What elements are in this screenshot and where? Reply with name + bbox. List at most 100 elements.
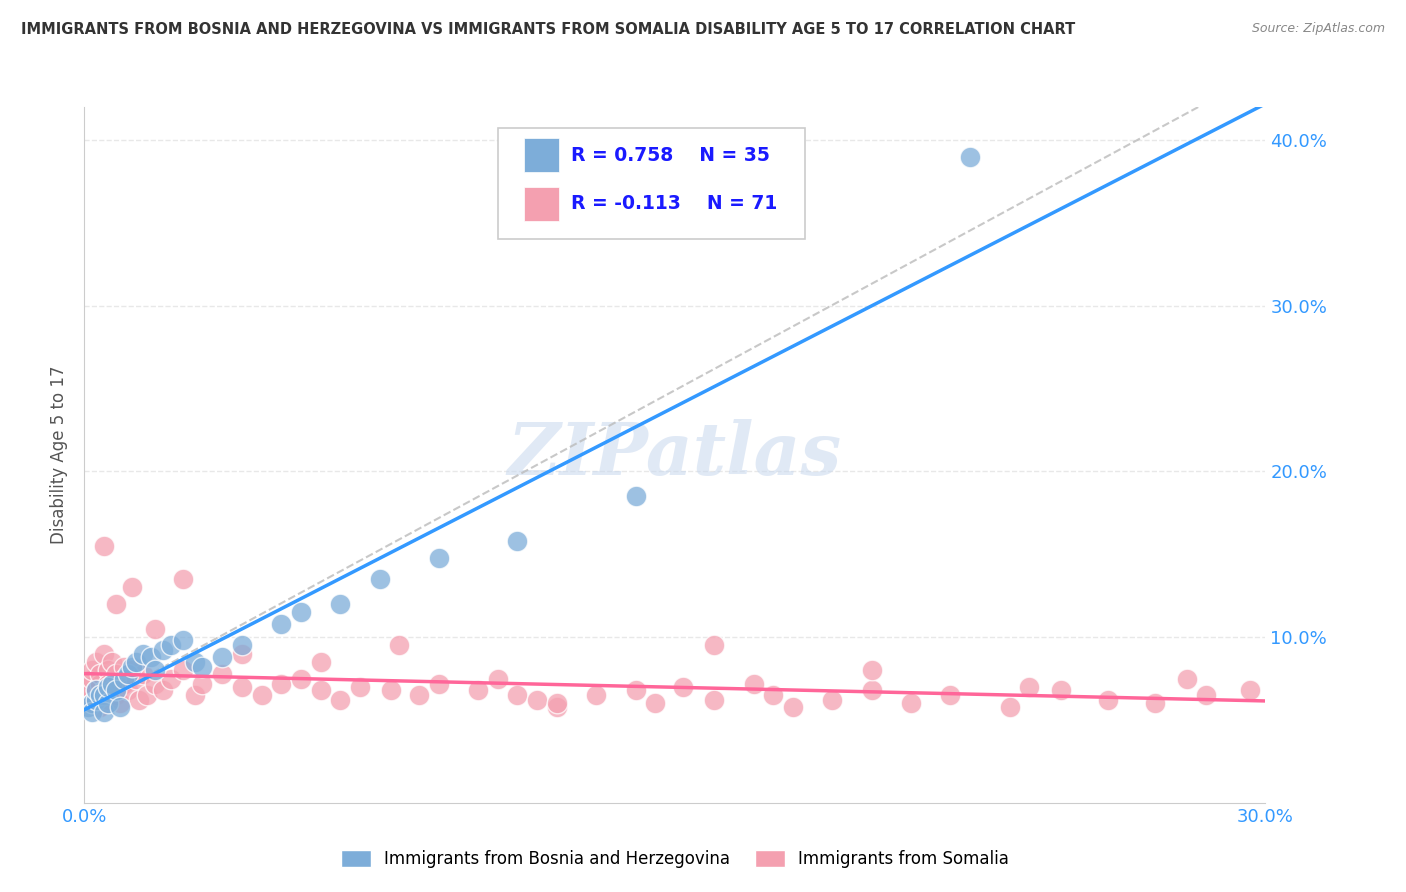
- Text: ZIPatlas: ZIPatlas: [508, 419, 842, 491]
- Point: [84, 655, 107, 669]
- Point: [121, 581, 143, 595]
- Point: [1239, 683, 1261, 698]
- Point: [160, 672, 183, 686]
- Point: [108, 697, 131, 711]
- Point: [270, 676, 292, 690]
- FancyBboxPatch shape: [523, 138, 560, 172]
- Point: [82, 663, 104, 677]
- Point: [77, 688, 100, 702]
- Point: [998, 699, 1021, 714]
- Point: [104, 683, 127, 698]
- Point: [624, 489, 647, 503]
- Text: R = 0.758    N = 35: R = 0.758 N = 35: [571, 145, 770, 165]
- Point: [121, 660, 143, 674]
- Point: [84, 693, 107, 707]
- Point: [93, 647, 115, 661]
- Point: [762, 688, 785, 702]
- Point: [132, 666, 155, 681]
- Point: [84, 693, 107, 707]
- Point: [117, 666, 139, 681]
- Point: [526, 693, 548, 707]
- Point: [486, 672, 509, 686]
- Point: [427, 550, 450, 565]
- Point: [121, 663, 143, 677]
- Legend: Immigrants from Bosnia and Herzegovina, Immigrants from Somalia: Immigrants from Bosnia and Herzegovina, …: [335, 843, 1015, 875]
- Point: [82, 672, 104, 686]
- Point: [160, 639, 183, 653]
- Point: [172, 572, 194, 586]
- Point: [101, 676, 124, 690]
- Point: [231, 647, 253, 661]
- Point: [84, 683, 107, 698]
- Point: [250, 688, 273, 702]
- Point: [290, 605, 312, 619]
- Point: [97, 663, 120, 677]
- Point: [1049, 683, 1071, 698]
- Point: [143, 622, 166, 636]
- Point: [585, 688, 607, 702]
- Point: [183, 688, 205, 702]
- Point: [1144, 697, 1167, 711]
- Point: [309, 683, 332, 698]
- Point: [191, 676, 214, 690]
- Point: [172, 663, 194, 677]
- Point: [89, 676, 111, 690]
- Point: [388, 639, 411, 653]
- Point: [211, 650, 233, 665]
- Point: [152, 643, 174, 657]
- Point: [108, 680, 131, 694]
- Point: [77, 680, 100, 694]
- Point: [89, 699, 111, 714]
- Point: [93, 539, 115, 553]
- Point: [112, 660, 135, 674]
- Point: [117, 683, 139, 698]
- Point: [1175, 672, 1198, 686]
- Point: [124, 672, 146, 686]
- Point: [97, 680, 120, 694]
- FancyBboxPatch shape: [523, 187, 560, 220]
- Point: [82, 697, 104, 711]
- Point: [821, 693, 844, 707]
- Point: [93, 688, 115, 702]
- Point: [1018, 680, 1040, 694]
- Point: [101, 683, 124, 698]
- FancyBboxPatch shape: [498, 128, 804, 239]
- Point: [152, 683, 174, 698]
- Point: [191, 660, 214, 674]
- Point: [183, 655, 205, 669]
- Point: [97, 697, 120, 711]
- Point: [506, 534, 529, 549]
- Point: [112, 676, 135, 690]
- Point: [703, 639, 725, 653]
- Point: [782, 699, 804, 714]
- Point: [290, 672, 312, 686]
- Point: [93, 688, 115, 702]
- Point: [112, 672, 135, 686]
- Point: [900, 697, 922, 711]
- Point: [97, 693, 120, 707]
- Point: [93, 683, 115, 698]
- Point: [132, 647, 155, 661]
- Point: [82, 705, 104, 719]
- Point: [143, 676, 166, 690]
- Point: [211, 666, 233, 681]
- Point: [427, 676, 450, 690]
- Point: [89, 688, 111, 702]
- Point: [141, 650, 163, 665]
- Point: [624, 683, 647, 698]
- Point: [742, 676, 765, 690]
- Point: [108, 699, 131, 714]
- Text: Source: ZipAtlas.com: Source: ZipAtlas.com: [1251, 22, 1385, 36]
- Point: [104, 688, 127, 702]
- Point: [128, 693, 150, 707]
- Point: [172, 633, 194, 648]
- Point: [380, 683, 402, 698]
- Point: [84, 683, 107, 698]
- Point: [860, 683, 883, 698]
- Point: [104, 597, 127, 611]
- Point: [546, 697, 568, 711]
- Point: [231, 680, 253, 694]
- Point: [143, 663, 166, 677]
- Point: [349, 680, 371, 694]
- Point: [1097, 693, 1119, 707]
